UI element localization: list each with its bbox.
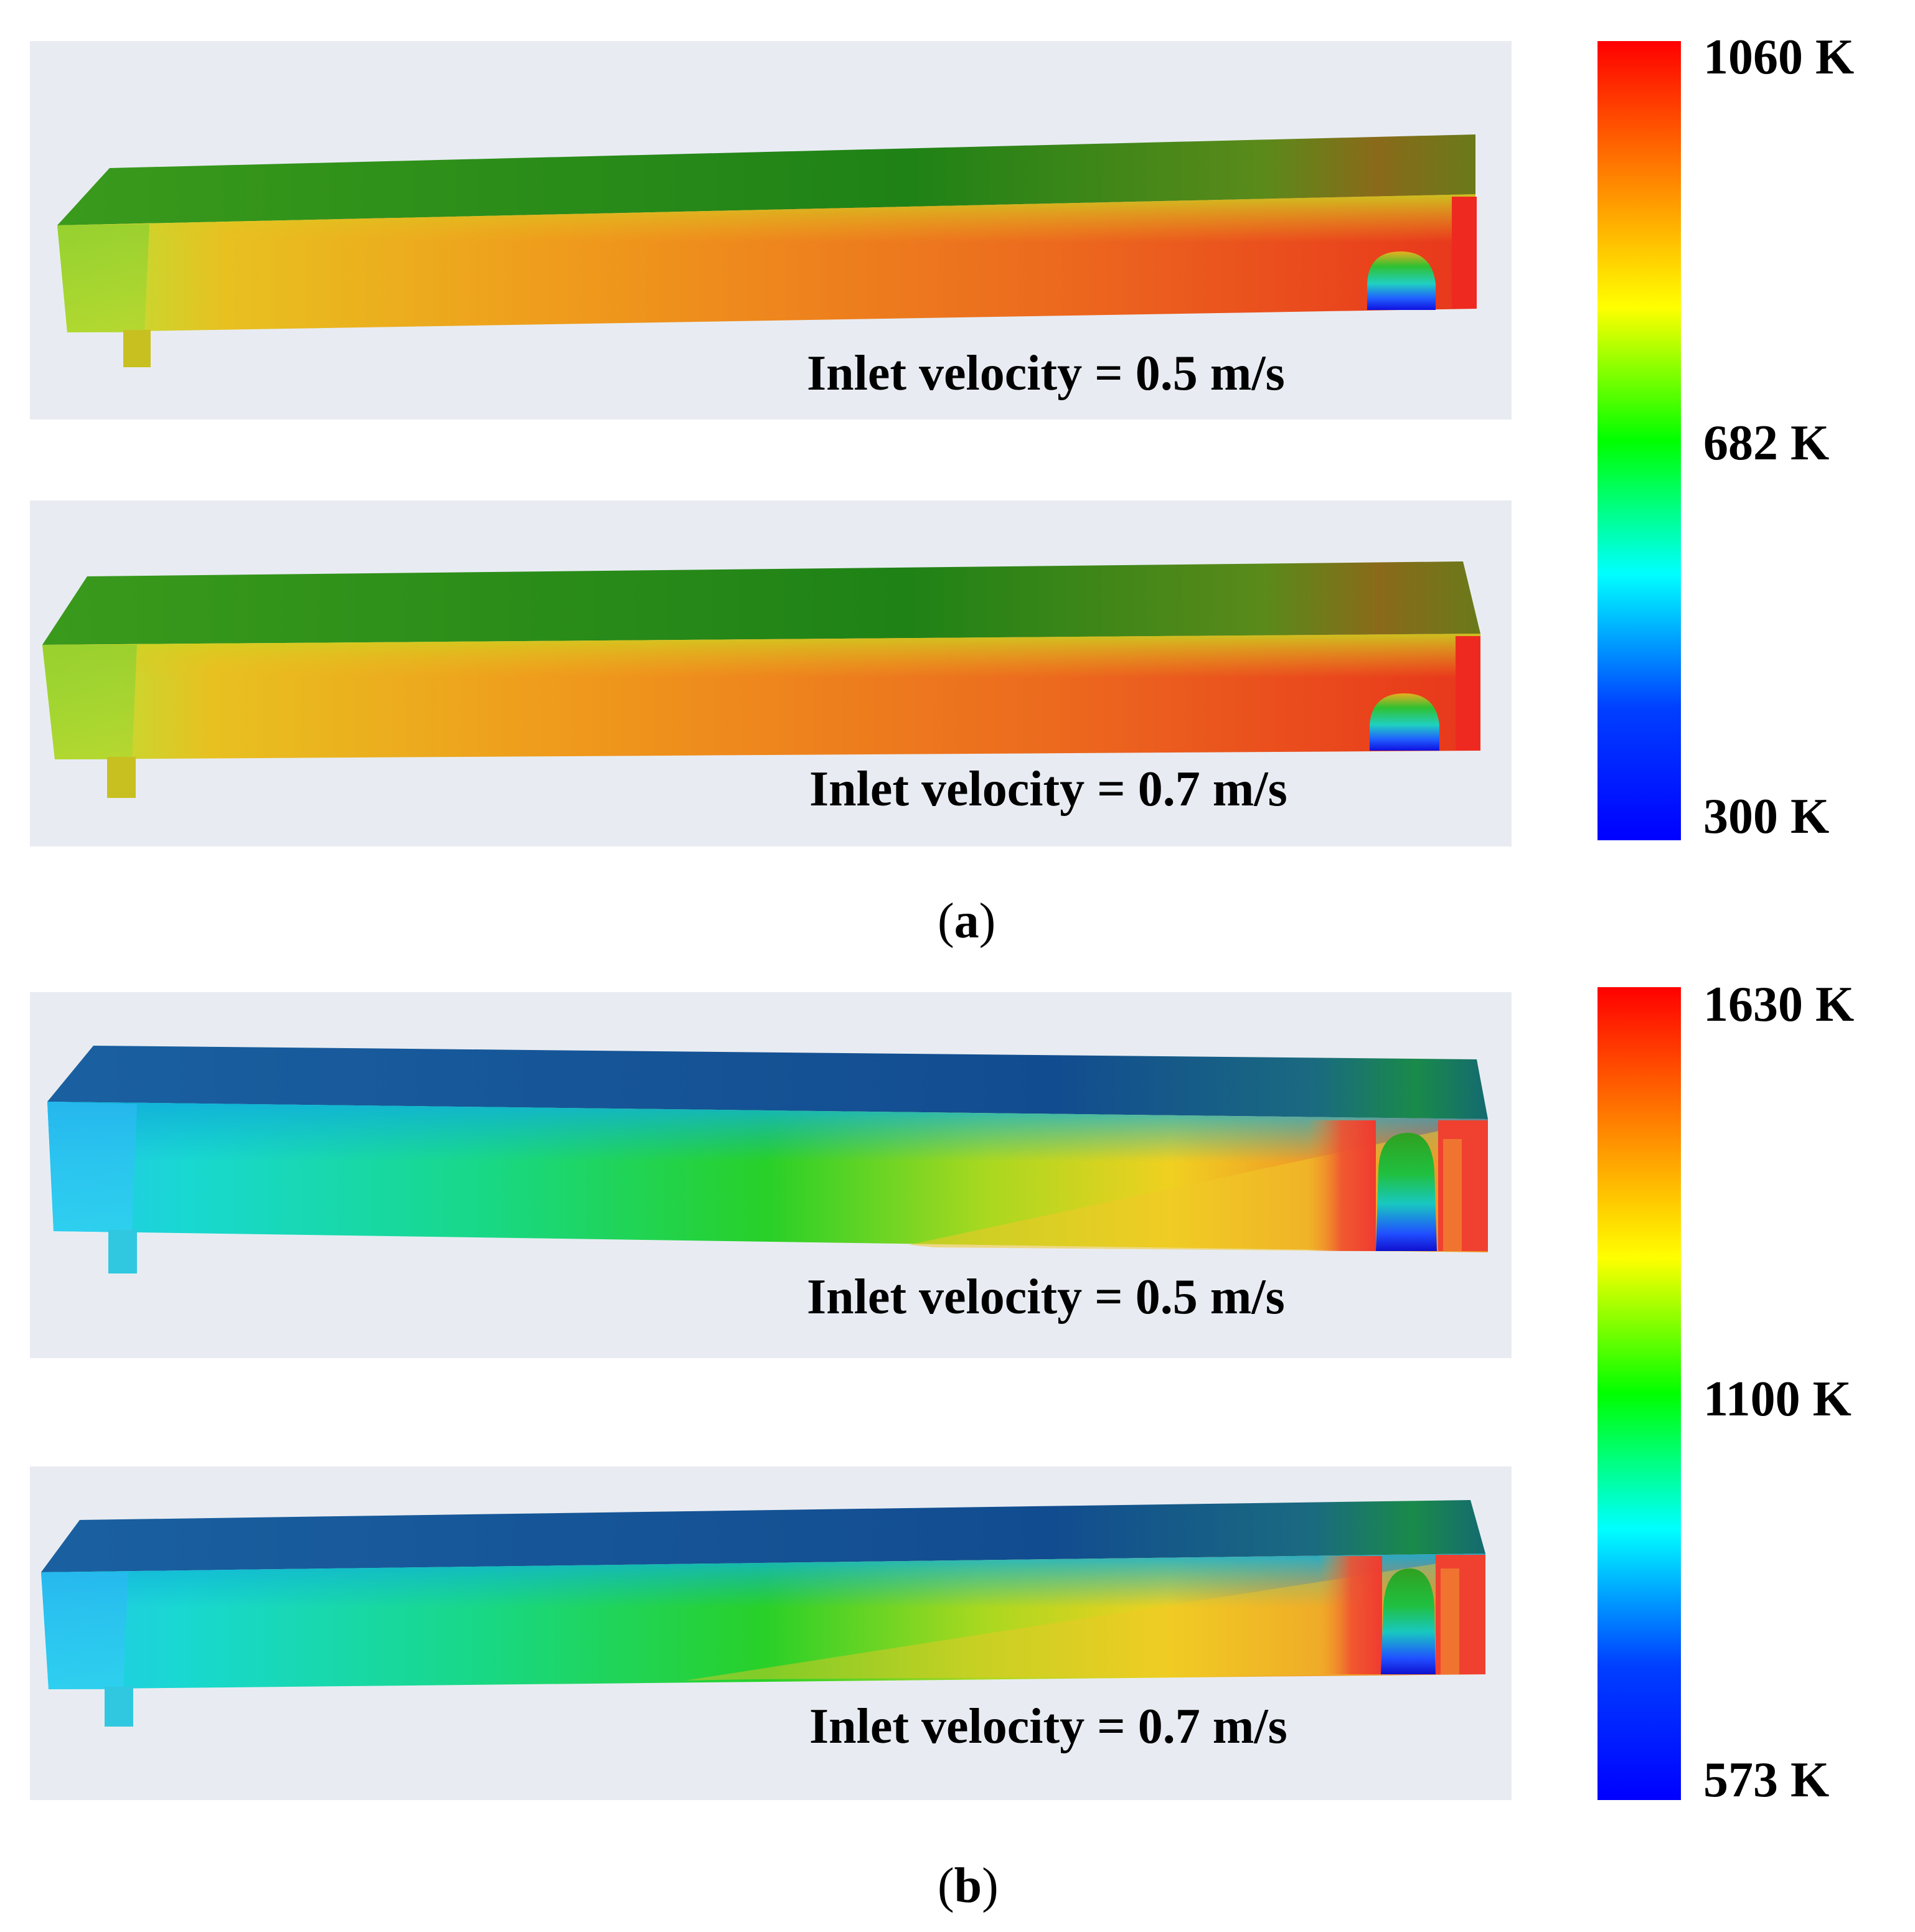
subfigure-letter-b: b [954, 1859, 982, 1913]
caption-a1: Inlet velocity = 0.5 m/s [807, 346, 1285, 401]
subfigure-letter-a: a [954, 894, 979, 949]
subfigure-label-a: (a) [938, 894, 996, 949]
colorbar-a-mid-label: 682 K [1703, 416, 1830, 471]
furnace-model-a2 [42, 561, 1480, 798]
furnace-model-b2 [41, 1500, 1485, 1727]
caption-b2: Inlet velocity = 0.7 m/s [809, 1699, 1287, 1754]
caption-a2: Inlet velocity = 0.7 m/s [809, 762, 1287, 817]
colorbar-b [1597, 987, 1681, 1800]
colorbar-a [1597, 41, 1681, 840]
colorbar-a-min-label: 300 K [1703, 789, 1830, 844]
colorbar-a-max-label: 1060 K [1703, 30, 1855, 85]
furnace-model-b1 [47, 1046, 1488, 1273]
subfigure-label-b: (b) [938, 1859, 999, 1913]
furnace-model-a1 [57, 134, 1477, 367]
colorbar-b-min-label: 573 K [1703, 1753, 1830, 1808]
caption-b1: Inlet velocity = 0.5 m/s [807, 1270, 1285, 1325]
colorbar-b-mid-label: 1100 K [1703, 1372, 1851, 1427]
colorbar-b-max-label: 1630 K [1703, 977, 1855, 1032]
